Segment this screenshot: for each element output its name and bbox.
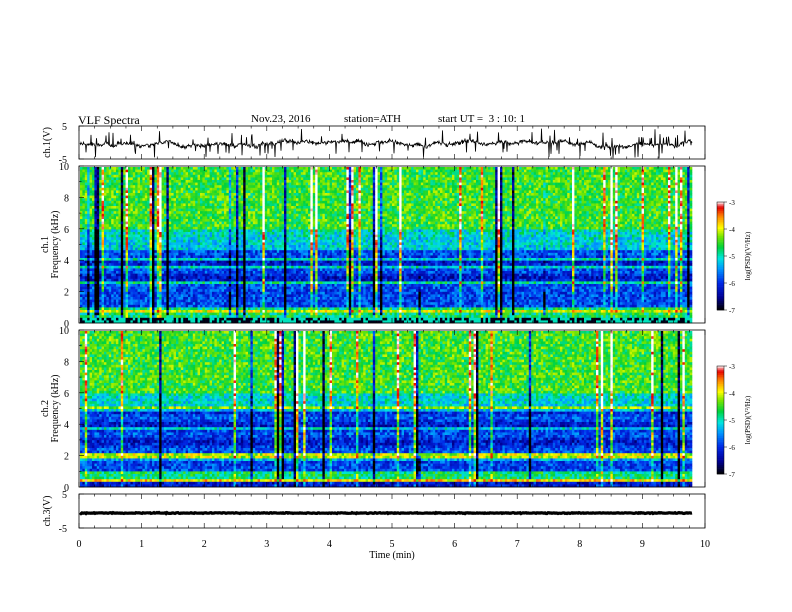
y-tick-label: 5: [62, 490, 67, 501]
y-tick-label: 6: [64, 389, 69, 400]
y-tick-label: 8: [64, 193, 69, 204]
x-tick-label: 4: [327, 539, 332, 550]
colorbar-tick-label: -7: [729, 307, 735, 315]
y-tick-label: 2: [64, 452, 69, 463]
colorbar-tick-label: -6: [729, 280, 735, 288]
colorbar-tick-label: -6: [729, 444, 735, 452]
spectrogram-cells-ch1: [80, 167, 692, 323]
y-tick-label: -5: [59, 524, 67, 535]
x-tick-label: 0: [77, 539, 82, 550]
x-tick-label: 6: [452, 539, 457, 550]
x-tick-label: 9: [640, 539, 645, 550]
y-tick-label: 2: [64, 288, 69, 299]
x-tick-label: 10: [700, 539, 710, 550]
y-tick-label: 8: [64, 357, 69, 368]
colorbar-ch1: [717, 202, 724, 310]
colorbar-tick-label: -5: [729, 417, 735, 425]
y-tick-label: 5: [62, 122, 67, 133]
x-tick-label: 5: [390, 539, 395, 550]
colorbar-tick-label: -4: [729, 226, 735, 234]
colorbar-tick-label: -3: [729, 363, 735, 371]
y-tick-label: 4: [64, 256, 69, 267]
colorbar-tick-label: -3: [729, 199, 735, 207]
y-axis-label-frequency: Frequency (kHz): [50, 374, 61, 442]
ch3-waveform: [80, 513, 692, 514]
ch1-waveform: [80, 129, 692, 159]
colorbar-ch2: [717, 366, 724, 474]
x-tick-label: 3: [264, 539, 269, 550]
x-tick-label: 8: [577, 539, 582, 550]
x-axis-label: Time (min): [369, 550, 414, 561]
spectrogram-cells-ch2: [80, 331, 692, 487]
y-tick-label: 10: [59, 326, 69, 337]
x-tick-label: 7: [515, 539, 520, 550]
colorbar-label: log(PSD)(V²/Hz): [744, 231, 752, 280]
x-tick-label: 2: [202, 539, 207, 550]
y-axis-label: ch.1(V): [42, 127, 53, 158]
y-tick-label: 10: [59, 162, 69, 173]
x-tick-label: 1: [139, 539, 144, 550]
y-tick-label: 4: [64, 420, 69, 431]
colorbar-tick-label: -5: [729, 253, 735, 261]
y-tick-label: 6: [64, 225, 69, 236]
colorbar-tick-label: -7: [729, 471, 735, 479]
y-axis-label: ch.3(V): [42, 496, 53, 527]
colorbar-label: log(PSD)(V²/Hz): [744, 395, 752, 444]
y-axis-label-frequency: Frequency (kHz): [50, 210, 61, 278]
colorbar-tick-label: -4: [729, 390, 735, 398]
ch3-axes-frame: [79, 494, 705, 528]
